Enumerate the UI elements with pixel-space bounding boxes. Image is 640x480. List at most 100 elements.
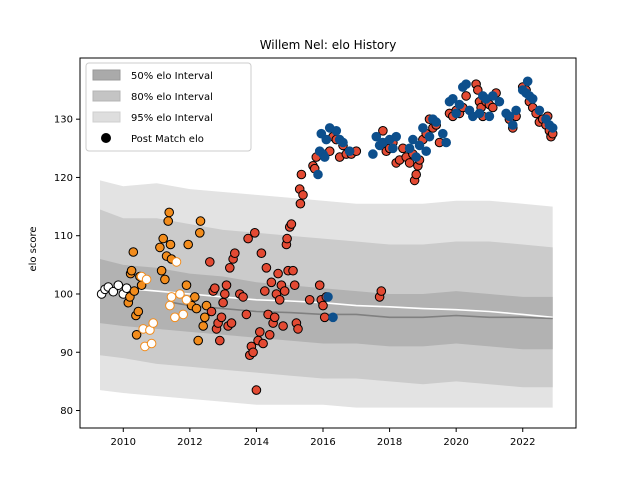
point-orange [158,233,168,244]
x-tick-label: 2016 [310,437,335,448]
point-blue [408,134,418,145]
point-orange-white [165,300,175,311]
point-orange-white [170,312,180,323]
point-orange [133,306,144,317]
legend-swatch-50 [92,69,121,81]
point-orange [181,280,192,291]
point-red [221,280,232,291]
point-blue [448,94,458,104]
point-orange-white [178,309,188,320]
point-blue [441,137,452,148]
point-red [314,280,325,291]
point-blue [504,111,515,122]
point-orange [191,303,202,314]
y-tick-label: 100 [54,289,73,300]
series-blue [313,76,558,323]
point-red [273,268,283,279]
point-orange [131,330,142,340]
point-blue [484,111,495,122]
x-tick-label: 2010 [111,437,136,448]
point-red [274,295,285,305]
point-red [258,338,268,349]
point-red [266,277,277,288]
point-blue [404,143,415,154]
point-red [296,169,307,180]
legend-marker-post-match [101,133,111,143]
point-red [293,324,303,334]
point-red [278,321,288,331]
point-red [319,312,330,323]
point-orange-white [148,318,158,328]
point-blue [368,149,378,159]
point-orange-white [141,274,152,285]
legend-box [85,62,252,152]
point-blue [319,152,330,162]
point-red [269,312,280,323]
point-orange-white [175,289,185,299]
point-orange-white [171,257,182,267]
point-blue [424,131,435,142]
point-blue [328,312,338,323]
y-tick-label: 80 [60,406,73,417]
legend-label-80: 80% elo Interval [131,92,213,103]
point-red [256,248,267,258]
point-red [288,265,298,276]
point-orange [200,312,210,323]
point-orange [190,292,200,302]
point-blue [331,126,342,136]
point-red [216,312,227,323]
point-blue [522,76,533,87]
point-red [286,219,297,229]
point-red [318,300,328,311]
point-red [205,257,215,267]
point-red [243,233,253,244]
point-orange [195,228,205,238]
point-blue [527,94,538,104]
point-blue [488,91,498,101]
point-red [218,297,228,308]
point-orange [126,265,137,276]
point-red [378,126,388,136]
point-orange [195,216,206,226]
y-tick-label: 110 [54,231,73,242]
point-red [248,347,258,358]
point-blue [534,105,545,116]
y-tick-label: 130 [54,115,73,126]
x-tick-label: 2020 [443,437,468,448]
point-orange [160,274,170,285]
point-red [261,263,272,273]
point-orange-white [181,295,192,305]
point-blue [313,169,323,180]
legend-label-50: 50% elo Interval [131,71,213,82]
point-orange-white [146,338,157,349]
point-red [254,327,265,337]
point-orange [193,335,203,346]
point-blue [388,143,398,154]
legend-swatch-80 [92,90,121,102]
point-red [238,292,248,302]
point-blue [461,79,471,89]
point-red [264,330,275,340]
y-axis-title: elo score [28,226,39,271]
point-blue [474,108,485,119]
point-blue [494,96,505,107]
point-red [404,158,415,168]
point-red [241,309,252,320]
point-orange [163,216,173,226]
point-red [488,102,498,113]
point-red [230,248,240,258]
legend-swatch-95 [92,111,121,123]
point-red [260,286,270,296]
series-orange [123,207,212,346]
series-orange-white [136,257,192,352]
point-blue [547,123,558,133]
legend: 50% elo Interval 80% elo Interval 95% el… [85,62,252,152]
point-blue [323,292,333,302]
point-orange [164,207,174,218]
legend-label-post-match: Post Match elo [131,134,204,145]
point-blue [371,131,382,142]
point-blue [414,140,425,151]
plot-frame [79,57,577,429]
point-blue [418,123,428,133]
